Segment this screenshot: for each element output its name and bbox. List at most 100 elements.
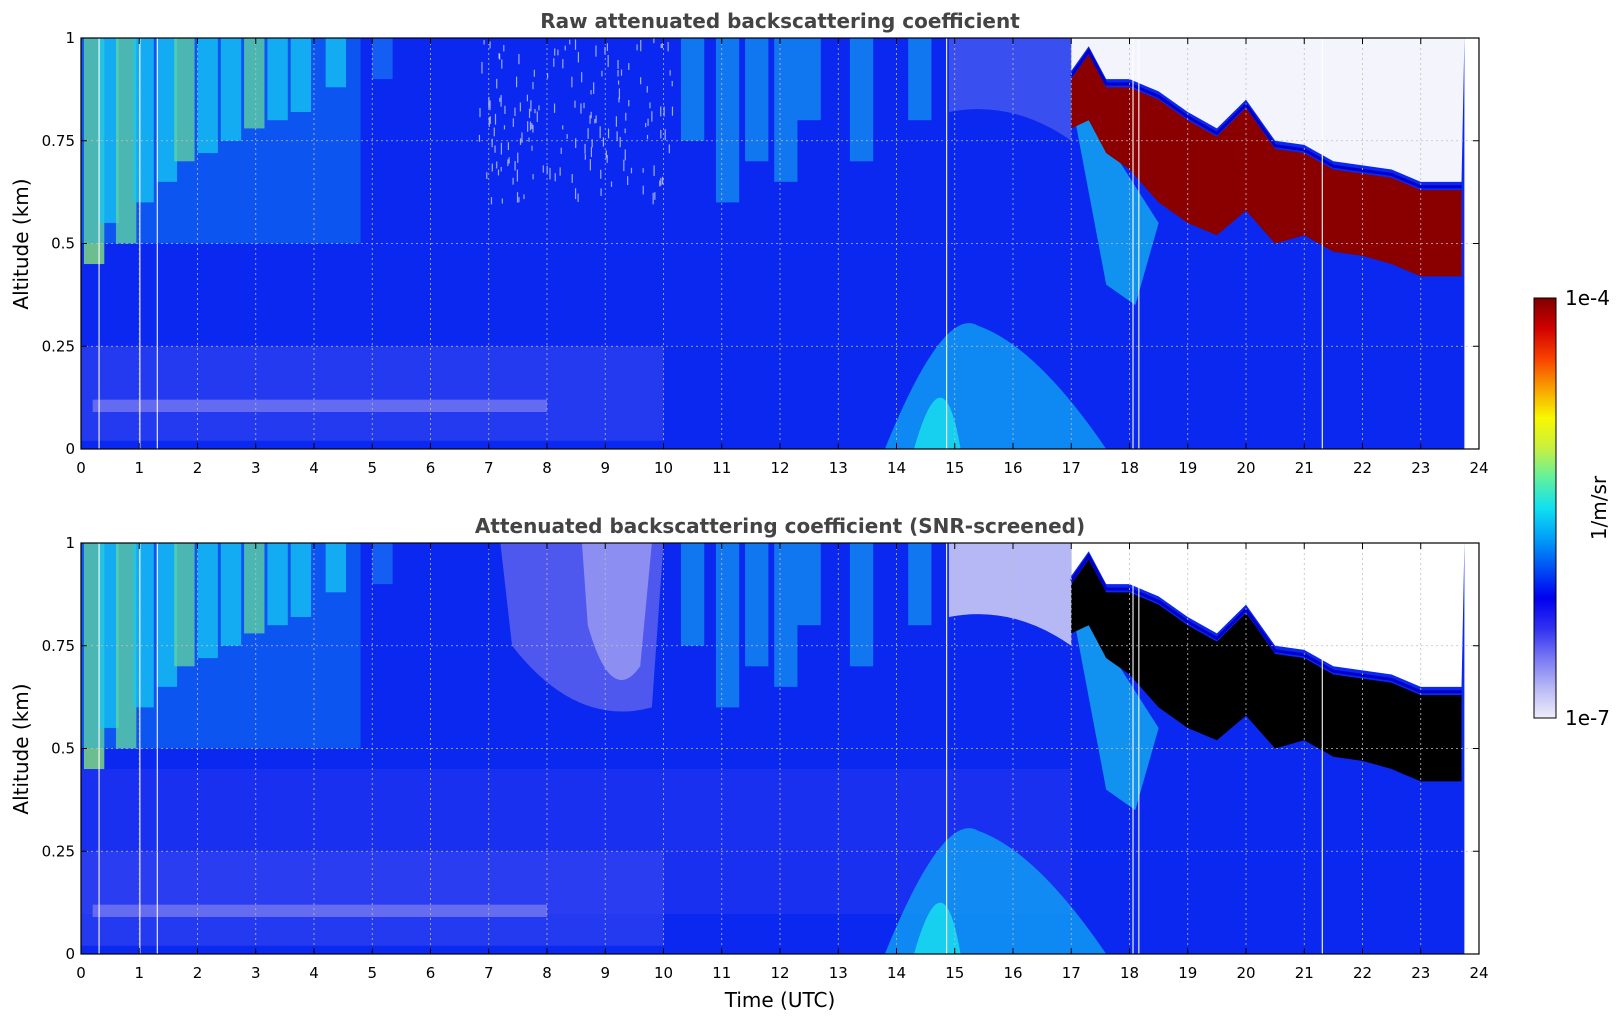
noise-speck — [590, 90, 591, 94]
noise-speck — [619, 88, 620, 98]
noise-speck — [625, 113, 626, 121]
noise-speck — [623, 160, 624, 171]
noise-speck — [660, 106, 661, 116]
noise-speck — [528, 138, 529, 142]
noise-speck — [501, 167, 502, 172]
noise-speck — [627, 176, 628, 185]
y-tick-label: 0.5 — [51, 740, 75, 758]
noise-speck — [631, 168, 632, 174]
noise-speck — [507, 159, 508, 166]
noise-speck — [549, 168, 550, 180]
noise-speck — [588, 128, 589, 139]
y-tick-label: 0.25 — [42, 842, 75, 860]
noise-speck — [647, 135, 648, 139]
x-tick-label: 23 — [1411, 459, 1430, 477]
noise-speck — [496, 161, 497, 168]
noise-speck — [571, 77, 572, 88]
noise-speck — [513, 178, 514, 185]
noise-speck — [607, 43, 608, 51]
aerosol-layer — [93, 400, 547, 412]
y-tick-label: 0.25 — [42, 337, 75, 355]
signal-streak — [850, 38, 873, 161]
y-tick-label: 1 — [65, 29, 75, 47]
colorbar-unit-label: 1/m/sr — [1587, 475, 1611, 540]
y-tick-label: 0.75 — [42, 637, 75, 655]
signal-streak — [681, 38, 704, 141]
noise-speck — [611, 181, 612, 186]
data-gap — [98, 543, 99, 954]
noise-speck — [538, 105, 539, 110]
x-tick-label: 19 — [1178, 964, 1197, 982]
noise-speck — [620, 137, 621, 147]
noise-speck — [643, 168, 644, 173]
colorbar-gradient — [1534, 298, 1556, 718]
noise-speck — [628, 63, 629, 70]
noise-speck — [554, 48, 555, 55]
x-tick-label: 10 — [654, 459, 673, 477]
noise-speck — [534, 70, 535, 77]
noise-speck — [593, 82, 594, 94]
x-tick-label: 3 — [251, 459, 261, 477]
x-tick-label: 8 — [542, 964, 552, 982]
noise-speck — [498, 170, 499, 176]
noise-speck — [594, 119, 595, 123]
noise-speck — [645, 123, 646, 127]
noise-speck — [651, 111, 652, 121]
noise-speck — [529, 109, 530, 118]
y-tick-label: 1 — [65, 534, 75, 552]
noise-speck — [486, 172, 487, 179]
x-tick-label: 9 — [600, 964, 610, 982]
signal-streak — [372, 543, 392, 584]
x-tick-label: 10 — [654, 964, 673, 982]
signal-streak — [716, 38, 739, 202]
x-tick-label: 11 — [712, 459, 731, 477]
noise-speck — [501, 59, 502, 68]
bottom-panel: Attenuated backscattering coefficient (S… — [9, 514, 1489, 1012]
noise-speck — [489, 41, 490, 48]
noise-speck — [527, 121, 528, 132]
noise-speck — [513, 118, 514, 127]
signal-streak — [774, 543, 797, 687]
x-tick-label: 24 — [1469, 964, 1488, 982]
noise-speck — [649, 102, 650, 108]
noise-speck — [537, 111, 538, 121]
y-tick-label: 0 — [65, 945, 75, 963]
top-panel: Raw attenuated backscattering coefficien… — [9, 9, 1489, 477]
x-tick-label: 1 — [134, 459, 144, 477]
noise-speck — [569, 40, 570, 45]
noise-speck — [562, 125, 563, 129]
x-tick-label: 5 — [367, 459, 377, 477]
x-tick-label: 4 — [309, 459, 319, 477]
noise-speck — [595, 46, 596, 57]
noise-speck — [553, 58, 554, 67]
top-panel-title: Raw attenuated backscattering coefficien… — [540, 9, 1020, 33]
noise-speck — [590, 159, 591, 170]
noise-speck — [621, 70, 622, 76]
x-tick-label: 20 — [1236, 459, 1255, 477]
data-gap — [1138, 543, 1139, 954]
noise-speck — [607, 155, 608, 163]
noise-speck — [669, 144, 670, 153]
x-tick-label: 2 — [193, 964, 203, 982]
noise-speck — [517, 192, 518, 202]
y-tick-label: 0.75 — [42, 132, 75, 150]
noise-speck — [617, 70, 618, 77]
noise-speck — [509, 157, 510, 163]
x-tick-label: 7 — [484, 459, 494, 477]
noise-speck — [653, 39, 654, 44]
noise-speck — [520, 138, 521, 145]
x-tick-label: 5 — [367, 964, 377, 982]
x-tick-label: 1 — [134, 964, 144, 982]
noise-speck — [483, 40, 484, 44]
noise-speck — [617, 60, 618, 69]
noise-speck — [670, 70, 671, 75]
noise-speck — [643, 186, 644, 195]
x-tick-label: 15 — [945, 459, 964, 477]
x-tick-label: 0 — [76, 964, 86, 982]
x-tick-label: 14 — [887, 964, 906, 982]
noise-speck — [561, 148, 562, 154]
noise-speck — [628, 100, 629, 106]
noise-speck — [600, 188, 601, 196]
noise-speck — [647, 119, 648, 126]
x-tick-label: 24 — [1469, 459, 1488, 477]
